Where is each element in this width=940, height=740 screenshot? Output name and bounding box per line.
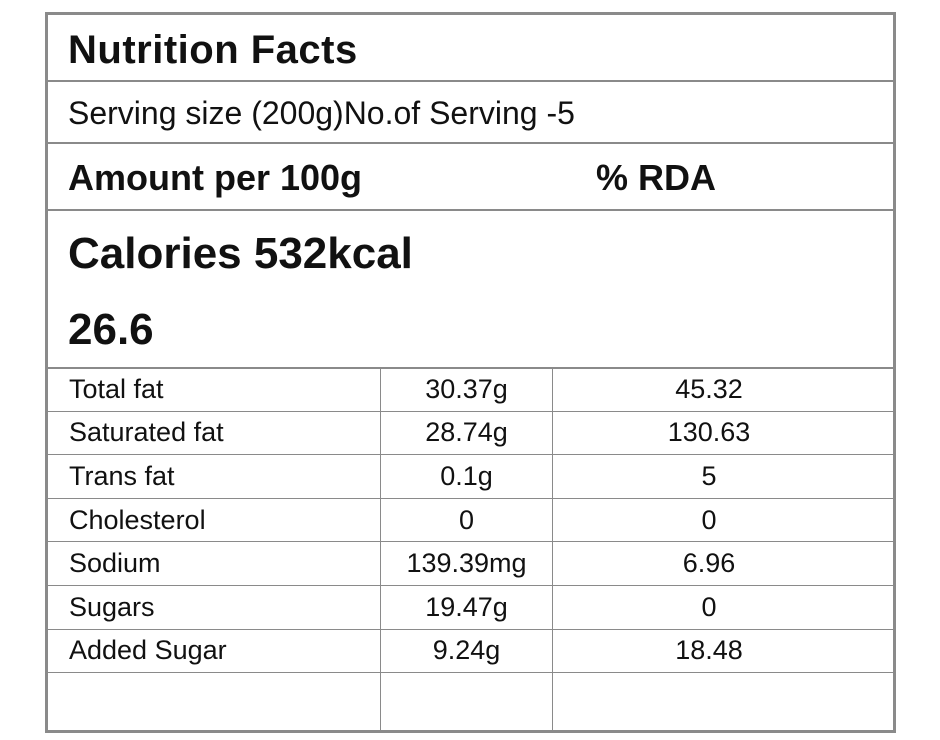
nutrient-rda: 0 [552,497,896,543]
nutrient-rda: 18.48 [552,628,896,674]
nutrient-amount: 139.39mg [380,541,553,586]
empty-cell [380,672,553,733]
nutrient-rda: 0 [552,585,896,630]
nutrient-name: Added Sugar [45,628,381,674]
nutrient-amount: 0.1g [380,454,553,499]
calories: Calories 532kcal [68,229,413,278]
nutrient-amount: 0 [380,497,553,543]
nutrient-rda: 6.96 [552,541,896,586]
nutrient-rda: 5 [552,454,896,499]
nutrient-name: Sodium [45,541,381,586]
nutrient-amount: 30.37g [380,367,553,412]
nutrient-rda: 45.32 [552,367,896,412]
nutrient-name: Cholesterol [45,497,381,543]
rda-header: % RDA [596,157,717,198]
nutrient-name: Saturated fat [45,410,381,456]
empty-cell [552,672,896,733]
nutrient-name: Trans fat [45,454,381,499]
title: Nutrition Facts [68,28,358,72]
nutrient-rda: 130.63 [552,410,896,456]
calories-block [45,209,896,369]
nutrient-amount: 19.47g [380,585,553,630]
nutrient-amount: 28.74g [380,410,553,456]
nutrient-name: Total fat [45,367,381,412]
empty-cell [45,672,381,733]
nutrient-name: Sugars [45,585,381,630]
amount-header: Amount per 100g [68,157,363,198]
nutrient-amount: 9.24g [380,628,553,674]
calories-rda: 26.6 [68,305,154,354]
serving: Serving size (200g)No.of Serving -5 [68,95,575,131]
